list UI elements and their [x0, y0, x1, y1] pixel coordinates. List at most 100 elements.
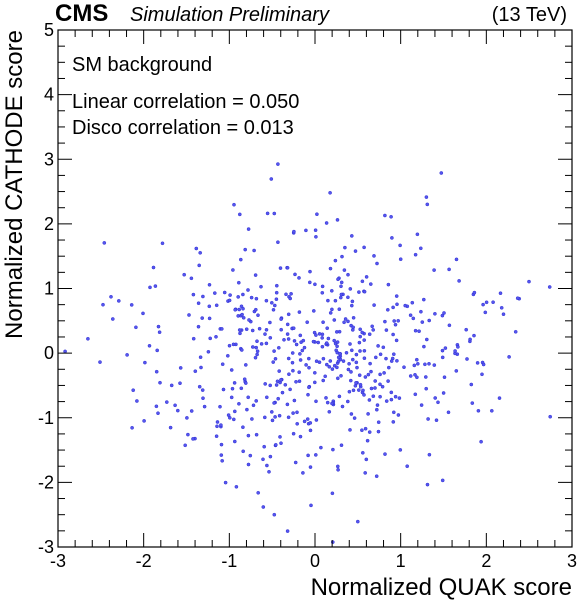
data-point: [393, 322, 398, 327]
data-point: [229, 368, 234, 372]
data-point: [339, 292, 344, 297]
data-point: [367, 430, 372, 434]
data-point: [183, 443, 187, 448]
data-point: [285, 529, 290, 533]
data-point: [279, 317, 283, 321]
data-point: [237, 212, 242, 217]
data-point: [314, 399, 318, 404]
data-point: [378, 382, 382, 387]
data-point: [465, 357, 469, 361]
data-point: [232, 409, 237, 414]
data-point: [274, 290, 279, 295]
data-point: [447, 267, 451, 272]
data-point: [422, 344, 426, 349]
data-point: [324, 362, 329, 367]
data-point: [189, 409, 194, 413]
data-point: [372, 254, 376, 258]
data-point: [254, 296, 259, 301]
data-point: [256, 313, 260, 318]
data-point: [236, 280, 241, 285]
data-point: [294, 342, 299, 347]
data-point: [468, 337, 472, 342]
data-point: [241, 292, 245, 297]
data-point: [348, 287, 353, 291]
data-point: [342, 268, 347, 272]
data-point: [427, 361, 431, 366]
data-point: [307, 385, 311, 390]
data-point: [271, 360, 276, 364]
data-point: [225, 353, 230, 358]
data-point: [397, 396, 402, 400]
data-point: [173, 403, 177, 408]
data-point: [200, 388, 205, 392]
data-point: [391, 332, 395, 337]
data-point: [156, 411, 160, 416]
data-point: [443, 346, 448, 350]
data-point: [357, 290, 361, 294]
data-point: [109, 294, 113, 299]
data-point: [335, 344, 339, 349]
data-point: [239, 386, 244, 391]
data-point: [229, 395, 234, 400]
data-point: [325, 400, 330, 405]
data-point: [328, 190, 332, 195]
data-point: [330, 491, 335, 496]
data-point: [447, 323, 452, 328]
data-point: [269, 177, 274, 181]
data-point: [346, 367, 351, 372]
data-point: [332, 318, 337, 322]
data-point: [343, 245, 347, 250]
data-point: [221, 387, 226, 392]
data-point: [307, 280, 312, 285]
data-point: [253, 355, 258, 360]
data-point: [312, 380, 317, 385]
data-point: [357, 373, 362, 378]
data-point: [245, 407, 249, 412]
data-point: [264, 298, 269, 303]
data-point: [330, 307, 334, 312]
data-point: [319, 445, 323, 450]
data-point: [160, 241, 165, 246]
data-point: [230, 386, 235, 391]
data-point: [410, 300, 415, 305]
data-point: [295, 421, 300, 426]
data-point: [335, 340, 340, 344]
data-point: [378, 352, 383, 357]
data-point: [182, 272, 186, 277]
data-point: [207, 316, 212, 321]
data-point: [329, 288, 334, 293]
data-point: [294, 379, 298, 384]
data-point: [241, 306, 245, 311]
data-point: [313, 228, 318, 232]
data-point: [279, 378, 283, 382]
data-point: [335, 464, 340, 469]
data-point: [280, 390, 285, 395]
data-point: [178, 366, 183, 370]
data-point: [373, 379, 378, 383]
data-point: [206, 349, 211, 354]
data-point: [320, 284, 325, 289]
data-point: [392, 319, 397, 323]
data-point: [499, 305, 504, 310]
data-point: [378, 372, 382, 377]
data-point: [361, 388, 365, 393]
data-point: [362, 348, 367, 353]
data-point: [237, 307, 241, 312]
data-point: [376, 429, 381, 434]
data-point: [238, 331, 242, 336]
data-point: [287, 372, 291, 377]
data-point: [442, 311, 446, 315]
sample-label: SM background: [72, 54, 212, 76]
data-point: [289, 291, 293, 296]
data-point: [201, 294, 205, 299]
data-point: [197, 384, 202, 389]
data-point: [214, 334, 218, 339]
data-point: [368, 361, 372, 366]
data-point: [351, 325, 356, 330]
data-point: [148, 285, 152, 290]
data-point: [415, 375, 419, 380]
data-point: [363, 426, 368, 431]
data-point: [186, 432, 190, 437]
data-point: [426, 417, 430, 421]
data-point: [424, 337, 429, 342]
